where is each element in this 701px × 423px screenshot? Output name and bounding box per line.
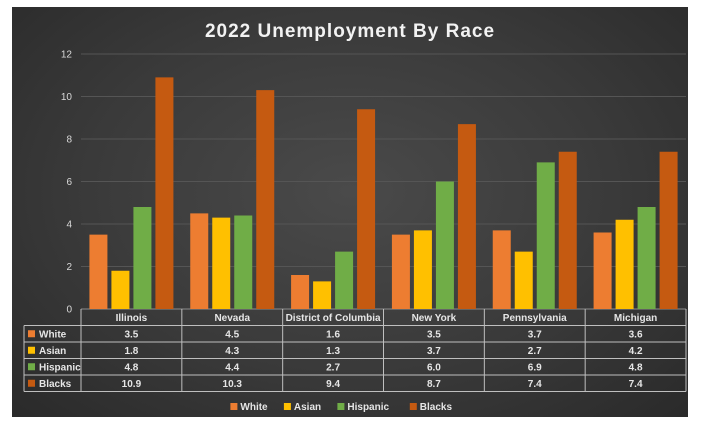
series-label: White bbox=[39, 329, 67, 340]
bar-asian-3 bbox=[413, 230, 432, 309]
bar-white-0 bbox=[89, 234, 108, 309]
table-cell: 7.4 bbox=[528, 379, 542, 390]
category-label: Illinois bbox=[116, 313, 148, 324]
bar-white-3 bbox=[391, 234, 410, 309]
table-cell: 7.4 bbox=[629, 379, 643, 390]
category-label: Pennsylvania bbox=[503, 313, 567, 324]
legend-label-white: White bbox=[240, 402, 268, 413]
legend-key-blacks bbox=[28, 379, 35, 387]
category-label: District of Columbia bbox=[286, 313, 381, 324]
table-cell: 3.5 bbox=[427, 329, 441, 340]
bar-hispanic-2 bbox=[335, 251, 354, 309]
table-cell: 3.7 bbox=[528, 329, 542, 340]
bar-hispanic-3 bbox=[435, 181, 454, 309]
category-label: Nevada bbox=[214, 313, 250, 324]
legend-swatch-asian bbox=[283, 403, 291, 410]
y-tick-label: 10 bbox=[61, 92, 73, 103]
table-cell: 1.6 bbox=[326, 329, 340, 340]
bar-hispanic-0 bbox=[133, 207, 152, 309]
legend-key-white bbox=[28, 330, 35, 338]
bar-blacks-5 bbox=[659, 151, 678, 309]
table-cell: 4.3 bbox=[225, 346, 239, 357]
bar-blacks-1 bbox=[256, 90, 275, 309]
bar-asian-2 bbox=[313, 281, 332, 309]
bars bbox=[89, 77, 678, 309]
legend-key-asian bbox=[28, 346, 35, 354]
table-cell: 10.9 bbox=[122, 379, 142, 390]
legend-label-asian: Asian bbox=[294, 402, 321, 413]
legend-swatch-blacks bbox=[409, 403, 417, 410]
table-cell: 3.7 bbox=[427, 346, 441, 357]
bar-asian-4 bbox=[514, 251, 533, 309]
data-table: Illinois Nevada District of Columbia New Yo… bbox=[23, 309, 687, 392]
y-tick-label: 12 bbox=[61, 50, 73, 61]
table-cell: 9.4 bbox=[326, 379, 340, 390]
y-tick-label: 2 bbox=[66, 262, 72, 273]
table-cell: 8.7 bbox=[427, 379, 441, 390]
table-cell: 6.0 bbox=[427, 362, 441, 373]
bar-white-1 bbox=[190, 213, 209, 309]
bar-hispanic-1 bbox=[234, 215, 253, 309]
table-cell: 2.7 bbox=[326, 362, 340, 373]
table-cell: 4.4 bbox=[225, 362, 239, 373]
series-label: Hispanic bbox=[39, 362, 81, 373]
bar-white-2 bbox=[291, 275, 310, 309]
y-tick-label: 8 bbox=[66, 135, 72, 146]
chart-title: 2022 Unemployment By Race bbox=[205, 21, 495, 42]
table-cell: 3.5 bbox=[124, 329, 138, 340]
legend: White Asian Hispanic Blacks bbox=[230, 402, 452, 413]
bar-hispanic-4 bbox=[536, 162, 555, 309]
bar-blacks-0 bbox=[155, 77, 174, 309]
bar-white-5 bbox=[593, 232, 612, 309]
legend-label-blacks: Blacks bbox=[420, 402, 453, 413]
bar-asian-1 bbox=[212, 217, 231, 309]
table-cell: 4.5 bbox=[225, 329, 239, 340]
y-tick-label: 0 bbox=[66, 305, 72, 316]
series-label: Asian bbox=[39, 346, 66, 357]
bar-asian-5 bbox=[615, 219, 634, 309]
legend-swatch-hispanic bbox=[337, 403, 345, 410]
table-cell: 1.8 bbox=[124, 346, 138, 357]
y-axis: 0 2 4 6 8 10 12 bbox=[61, 50, 73, 316]
table-cell: 4.8 bbox=[629, 362, 643, 373]
legend-swatch-white bbox=[230, 403, 238, 410]
chart-svg: 2022 Unemployment By Race 0 2 4 6 8 10 12 Illi… bbox=[23, 21, 687, 413]
category-label: New York bbox=[412, 313, 457, 324]
y-tick-label: 4 bbox=[66, 220, 72, 231]
table-cell: 3.6 bbox=[629, 329, 643, 340]
bar-hispanic-5 bbox=[637, 207, 656, 309]
table-cell: 2.7 bbox=[528, 346, 542, 357]
bar-asian-0 bbox=[111, 270, 130, 309]
bar-blacks-2 bbox=[357, 109, 376, 309]
bar-blacks-4 bbox=[558, 151, 577, 309]
bar-blacks-3 bbox=[457, 124, 476, 309]
y-tick-label: 6 bbox=[66, 177, 72, 188]
category-label: Michigan bbox=[614, 313, 657, 324]
legend-key-hispanic bbox=[28, 363, 35, 371]
gridlines bbox=[81, 53, 686, 310]
table-cell: 4.8 bbox=[124, 362, 138, 373]
series-label: Blacks bbox=[39, 379, 72, 390]
table-cell: 4.2 bbox=[629, 346, 643, 357]
legend-label-hispanic: Hispanic bbox=[347, 402, 389, 413]
chart-area: 2022 Unemployment By Race 0 2 4 6 8 10 12 Illi… bbox=[12, 7, 688, 417]
table-cell: 10.3 bbox=[223, 379, 243, 390]
bar-white-4 bbox=[492, 230, 511, 309]
table-cell: 1.3 bbox=[326, 346, 340, 357]
table-cell: 6.9 bbox=[528, 362, 542, 373]
